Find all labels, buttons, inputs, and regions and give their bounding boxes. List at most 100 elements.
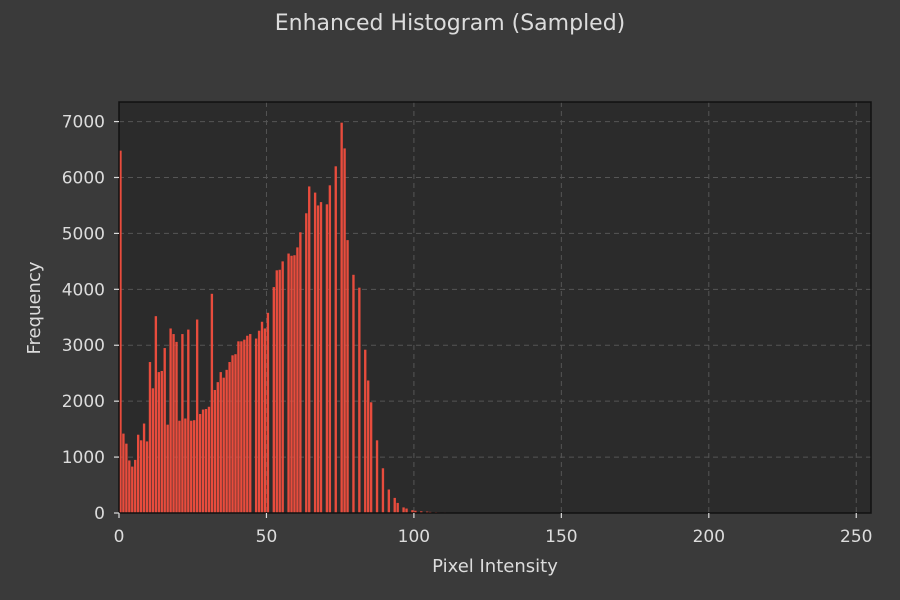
histogram-bar — [305, 213, 308, 513]
y-tick-label: 5000 — [62, 224, 105, 244]
histogram-bar — [281, 261, 284, 513]
histogram-bar — [240, 341, 243, 513]
histogram-bar — [157, 372, 160, 513]
y-tick-label: 2000 — [62, 392, 105, 412]
histogram-bar — [154, 316, 158, 513]
histogram-bar — [181, 334, 184, 513]
histogram-bar — [204, 408, 208, 513]
histogram-bar — [163, 348, 166, 513]
histogram-bar — [263, 328, 267, 513]
histogram-bar — [160, 370, 163, 513]
histogram-bar — [334, 166, 337, 513]
x-tick-label: 0 — [114, 527, 125, 547]
histogram-bar — [190, 420, 193, 513]
histogram-bar — [293, 255, 296, 513]
histogram-bar — [328, 185, 332, 513]
histogram-bar — [405, 508, 408, 513]
x-tick-label: 200 — [693, 527, 725, 547]
histogram-bar — [381, 468, 385, 513]
histogram-bar — [136, 434, 140, 513]
histogram-bar — [411, 510, 414, 513]
histogram-bar — [169, 328, 172, 513]
histogram-bar — [131, 466, 134, 513]
histogram-bar — [352, 274, 355, 513]
histogram-bar — [172, 334, 175, 513]
histogram-bar — [266, 312, 270, 513]
histogram-bar — [142, 423, 146, 513]
histogram-bar — [275, 270, 278, 513]
histogram-bar — [122, 433, 125, 513]
histogram-bar — [125, 443, 128, 513]
histogram-bar — [254, 338, 258, 513]
histogram-bar — [246, 335, 249, 513]
histogram-bar — [260, 321, 264, 513]
y-tick-label: 0 — [94, 504, 105, 524]
y-axis-label: Frequency — [24, 261, 45, 354]
x-tick-label: 250 — [840, 527, 872, 547]
histogram-bar — [198, 414, 202, 513]
histogram-bar — [134, 459, 137, 513]
histogram-bar — [228, 362, 231, 513]
histogram-bar — [308, 186, 311, 513]
x-tick-label: 150 — [545, 527, 577, 547]
y-tick-label: 7000 — [62, 113, 105, 133]
histogram-bar — [272, 287, 275, 513]
histogram-bar — [420, 511, 423, 513]
histogram-bar — [148, 362, 152, 513]
histogram-bar — [225, 369, 228, 513]
histogram-bar — [316, 205, 320, 513]
histogram-bar — [287, 253, 290, 514]
histogram-bar — [296, 247, 299, 513]
histogram-bar — [402, 507, 405, 513]
histogram-bar — [151, 388, 155, 513]
histogram-bar — [346, 240, 349, 513]
histogram-bar — [325, 204, 329, 513]
histogram-bar — [369, 402, 373, 513]
histogram-bars — [119, 122, 473, 514]
histogram-bar — [375, 440, 379, 513]
histogram-bar — [231, 355, 234, 513]
histogram-bar — [234, 354, 237, 513]
histogram-bar — [299, 232, 302, 514]
y-tick-label: 4000 — [62, 280, 105, 300]
histogram-bar — [257, 330, 261, 513]
histogram-bar — [367, 380, 370, 513]
histogram-bar — [319, 202, 323, 513]
x-axis-ticks: 0 50 100 150 200 250 — [114, 513, 872, 547]
x-tick-label: 100 — [398, 527, 430, 547]
histogram-bar — [119, 150, 122, 513]
histogram-bar — [237, 341, 240, 513]
y-axis-ticks: 0 1000 2000 3000 4000 5000 6000 7000 — [62, 113, 119, 524]
histogram-bar — [358, 287, 361, 513]
y-tick-label: 3000 — [62, 336, 105, 356]
histogram-bar — [207, 406, 211, 513]
histogram-bar — [340, 122, 343, 513]
histogram-bar — [193, 420, 196, 513]
histogram-bar — [175, 341, 178, 513]
histogram-bar — [313, 192, 317, 513]
histogram-bar — [387, 489, 391, 513]
histogram-bar — [222, 377, 225, 513]
histogram-bar — [166, 424, 169, 513]
histogram-bar — [128, 460, 131, 513]
histogram-bar — [393, 497, 396, 513]
histogram-bar — [278, 269, 281, 513]
histogram-bar — [343, 148, 346, 513]
plot-frame — [118, 101, 872, 514]
histogram-bar — [145, 441, 149, 513]
histogram-bar — [290, 255, 293, 513]
histogram-bar — [187, 329, 190, 513]
histogram-bar — [178, 420, 181, 513]
histogram-bar — [184, 418, 187, 513]
x-axis-label: Pixel Intensity — [432, 556, 558, 577]
y-tick-label: 1000 — [62, 448, 105, 468]
histogram-bar — [216, 382, 219, 513]
histogram-bar — [139, 440, 143, 513]
histogram-bar — [195, 319, 199, 513]
histogram-bar — [243, 339, 246, 513]
histogram-bar — [210, 293, 214, 513]
histogram-bar — [213, 389, 217, 513]
chart-title: Enhanced Histogram (Sampled) — [275, 11, 626, 36]
x-tick-label: 50 — [256, 527, 278, 547]
